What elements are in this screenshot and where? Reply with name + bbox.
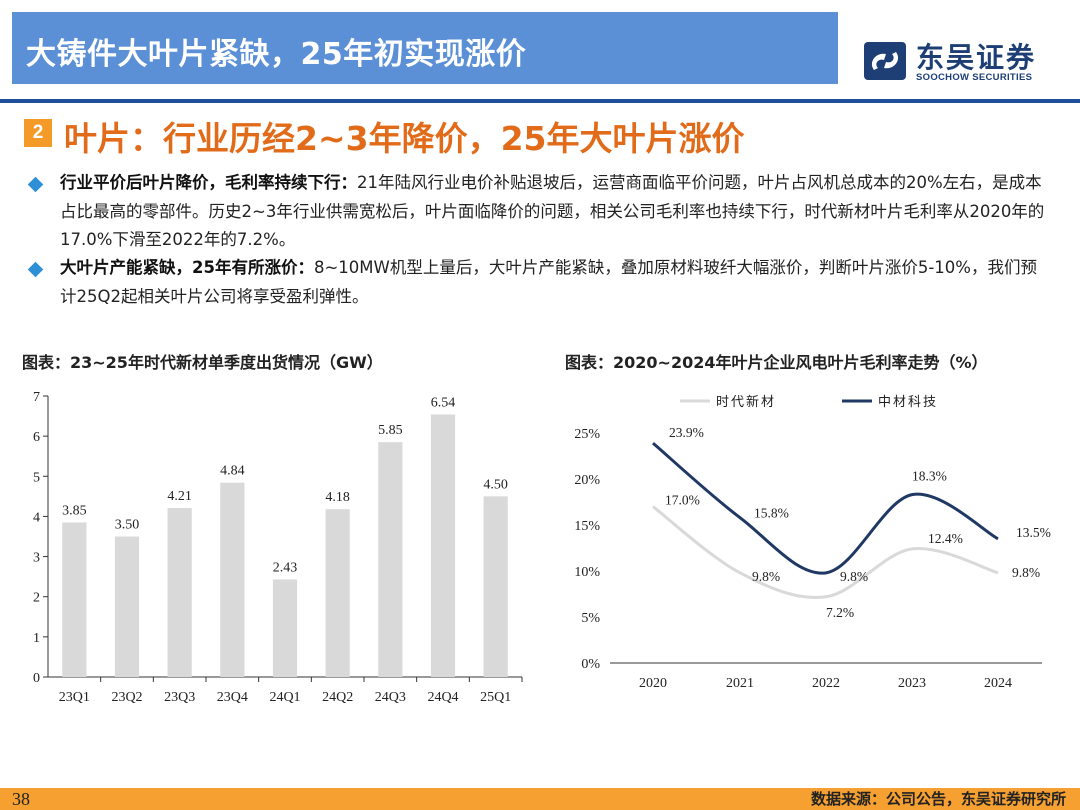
legend-label: 时代新材 <box>716 394 776 409</box>
logo-text-cn: 东吴证券 <box>916 41 1037 74</box>
bar-data-label: 5.85 <box>378 423 403 438</box>
y-tick-label: 15% <box>574 519 600 534</box>
bar-data-label: 4.84 <box>220 464 245 479</box>
legend-label: 中材科技 <box>878 394 938 409</box>
shipment-bar-chart: 0 1 2 3 4 5 6 7 3.85 23Q1 3.50 23Q2 4.21 23Q3 4.84 23Q4… <box>33 390 523 705</box>
section-title: 叶片：行业历经2~3年降价，25年大叶片涨价 <box>64 119 745 158</box>
y-tick-label: 5 <box>33 470 40 485</box>
x-tick-label: 23Q3 <box>164 690 195 705</box>
bar-data-label: 4.18 <box>325 490 350 505</box>
page-number: 38 <box>12 789 30 809</box>
bar-data-label: 6.54 <box>431 395 456 410</box>
section-number-badge: 2 <box>24 119 52 147</box>
bar <box>430 414 456 677</box>
x-tick-label: 2020 <box>639 676 667 691</box>
y-tick-label: 10% <box>574 565 600 580</box>
line-data-label: 9.8% <box>752 569 780 584</box>
x-tick-label: 2021 <box>726 676 754 691</box>
x-tick-label: 24Q4 <box>427 690 458 705</box>
bar-data-label: 3.50 <box>115 518 140 533</box>
bullet-lead: 大叶片产能紧缺，25年有所涨价： <box>60 258 314 277</box>
bar-data-label: 3.85 <box>62 503 87 518</box>
x-tick-label: 24Q3 <box>375 690 406 705</box>
bar <box>378 442 403 677</box>
bar <box>167 507 192 677</box>
series-line-zhongcai <box>652 441 999 575</box>
header-divider <box>0 99 1080 103</box>
bar-chart-title: 图表：23~25年时代新材单季度出货情况（GW） <box>22 353 383 372</box>
line-data-label: 9.8% <box>1012 565 1040 580</box>
line-data-label: 7.2% <box>826 605 854 620</box>
title-banner: 大铸件大叶片紧缺，25年初实现涨价 <box>12 12 838 84</box>
logo-text-en: SOOCHOW SECURITIES <box>916 72 1033 83</box>
y-tick-label: 4 <box>33 510 40 525</box>
bar <box>220 482 245 677</box>
bar-data-label: 2.43 <box>273 560 298 575</box>
bar <box>483 496 508 677</box>
bar-data-label: 4.50 <box>483 477 508 492</box>
company-logo: 东吴证券 SOOCHOW SECURITIES <box>858 36 1058 86</box>
x-tick-label: 24Q1 <box>269 690 300 705</box>
bar <box>62 522 87 677</box>
line-data-label: 23.9% <box>669 425 704 440</box>
gross-margin-line-chart: 0% 5% 10% 15% 20% 25% 2020 2021 2022 2023 2024 17.0… <box>574 394 1051 691</box>
x-tick-label: 23Q2 <box>111 690 142 705</box>
y-tick-label: 2 <box>33 591 40 606</box>
bullet-body: 21年陆风行业电价补贴退坡后，运营商面临平价问题，叶片占风机总成本的20%左右，… <box>60 173 1045 249</box>
bar <box>325 509 350 677</box>
y-tick-label: 7 <box>33 390 40 405</box>
x-tick-label: 25Q1 <box>480 690 511 705</box>
line-data-label: 17.0% <box>665 493 700 508</box>
x-tick-label: 2023 <box>898 676 926 691</box>
y-tick-label: 0% <box>581 657 600 672</box>
bar <box>272 579 298 677</box>
bullet-text: 行业平价后叶片降价，毛利率持续下行：21年陆风行业电价补贴退坡后，运营商面临平价… <box>60 169 1050 255</box>
series-line-shidai <box>652 505 999 599</box>
line-data-label: 12.4% <box>928 531 963 546</box>
line-data-label: 15.8% <box>754 506 789 521</box>
x-tick-label: 24Q2 <box>322 690 353 705</box>
x-tick-label: 23Q4 <box>217 690 248 705</box>
logo-mark-icon <box>864 42 906 80</box>
y-tick-label: 25% <box>574 427 600 442</box>
bullet-item: 行业平价后叶片降价，毛利率持续下行：21年陆风行业电价补贴退坡后，运营商面临平价… <box>27 169 1050 255</box>
bullet-lead: 行业平价后叶片降价，毛利率持续下行： <box>60 173 357 192</box>
x-tick-label: 2022 <box>812 676 840 691</box>
line-data-label: 13.5% <box>1016 525 1051 540</box>
footer-bar <box>0 788 1080 810</box>
line-data-label: 18.3% <box>912 469 947 484</box>
y-tick-label: 1 <box>33 631 40 646</box>
y-tick-label: 20% <box>574 473 600 488</box>
page-title: 大铸件大叶片紧缺，25年初实现涨价 <box>26 37 527 72</box>
data-source-note: 数据来源：公司公告，东吴证券研究所 <box>810 790 1066 808</box>
y-tick-label: 6 <box>33 430 40 445</box>
bar <box>114 536 140 677</box>
bullet-text: 大叶片产能紧缺，25年有所涨价：8~10MW机型上量后，大叶片产能紧缺，叠加原材… <box>60 254 1050 311</box>
bullet-body: 8~10MW机型上量后，大叶片产能紧缺，叠加原材料玻纤大幅涨价，判断叶片涨价5-… <box>60 258 1037 306</box>
y-tick-label: 5% <box>581 611 600 626</box>
y-tick-label: 3 <box>33 551 40 566</box>
bar-data-label: 4.21 <box>167 489 192 504</box>
x-tick-label: 2024 <box>984 676 1012 691</box>
x-tick-label: 23Q1 <box>59 690 90 705</box>
line-chart-title: 图表：2020~2024年叶片企业风电叶片毛利率走势（%） <box>565 353 988 372</box>
bullet-item: 大叶片产能紧缺，25年有所涨价：8~10MW机型上量后，大叶片产能紧缺，叠加原材… <box>27 254 1050 311</box>
y-tick-label: 0 <box>33 671 40 686</box>
line-data-label: 9.8% <box>840 569 868 584</box>
